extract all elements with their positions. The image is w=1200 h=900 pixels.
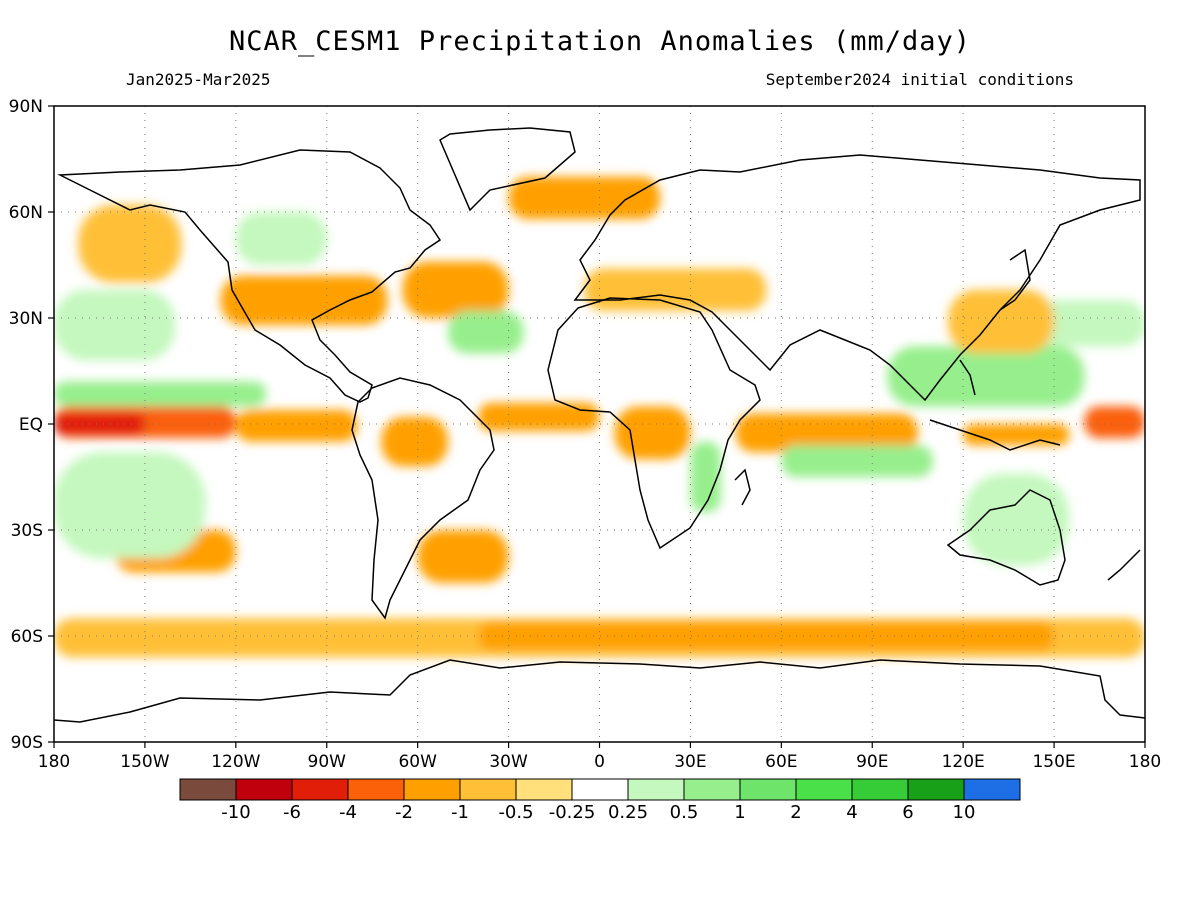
- colorbar-label: 0.5: [670, 802, 699, 823]
- map-title: NCAR_CESM1 Precipitation Anomalies (mm/d…: [229, 26, 971, 57]
- lat-label: 60N: [9, 203, 43, 223]
- lon-label: 120W: [211, 752, 260, 772]
- anomaly-region: [235, 409, 358, 442]
- anomaly-region: [478, 621, 1055, 651]
- anomaly-region: [54, 452, 206, 559]
- anomaly-field: [54, 176, 1145, 658]
- anomaly-region: [584, 268, 767, 311]
- anomaly-region: [402, 261, 509, 318]
- colorbar-label: 4: [846, 802, 857, 823]
- anomaly-region: [381, 416, 448, 467]
- lon-label: 60E: [765, 752, 797, 772]
- lat-label: 90N: [9, 97, 43, 117]
- colorbar-label: -10: [221, 802, 250, 823]
- colorbar-label: -0.5: [498, 802, 533, 823]
- colorbar-swatch: [291, 778, 349, 801]
- colorbar-swatch: [795, 778, 853, 801]
- coastlines: [54, 127, 1145, 723]
- colorbar-swatch: [403, 778, 461, 801]
- anomaly-region: [78, 204, 182, 283]
- anomaly-region: [54, 289, 176, 361]
- colorbar-label: 6: [902, 802, 913, 823]
- anomaly-region: [781, 445, 933, 477]
- colorbar-swatch: [347, 778, 405, 801]
- anomaly-region: [508, 176, 661, 220]
- anomaly-region: [54, 413, 145, 435]
- forecast-period: Jan2025-Mar2025: [126, 70, 271, 89]
- anomaly-region: [220, 275, 388, 326]
- colorbar-swatch: [907, 778, 965, 801]
- lon-label: 30W: [489, 752, 528, 772]
- colorbar-label: -6: [283, 802, 301, 823]
- latitude-labels: 90N 60N 30N EQ 30S 60S 90S: [9, 97, 54, 753]
- anomaly-region: [948, 289, 1055, 354]
- lon-label: 150W: [120, 752, 169, 772]
- lon-label: 90E: [856, 752, 888, 772]
- lon-label: 90W: [308, 752, 347, 772]
- anomaly-region: [478, 402, 600, 432]
- colorbar-label: 2: [790, 802, 801, 823]
- initial-conditions: September2024 initial conditions: [765, 70, 1074, 89]
- colorbar-swatch: [627, 778, 685, 801]
- colorbar-swatch: [963, 778, 1021, 801]
- colorbar: [179, 778, 1021, 801]
- anomaly-region: [887, 346, 1085, 407]
- anomaly-region: [963, 424, 1070, 446]
- anomaly-region: [963, 473, 1070, 566]
- colorbar-label: 1: [734, 802, 745, 823]
- lon-label: 180: [1129, 752, 1161, 772]
- colorbar-label: 10: [953, 802, 976, 823]
- colorbar-labels: -10 -6 -4 -2 -1 -0.5 -0.25 0.25 0.5 1 2 4 6 10: [221, 802, 975, 823]
- colorbar-swatch: [459, 778, 517, 801]
- lat-label: 90S: [11, 733, 43, 753]
- lon-label: 180: [38, 752, 70, 772]
- colorbar-label: 0.25: [608, 802, 648, 823]
- colorbar-label: -4: [339, 802, 357, 823]
- anomaly-region: [417, 530, 509, 583]
- anomaly-region: [235, 212, 327, 265]
- anomaly-region: [614, 406, 691, 460]
- lon-label: 30E: [674, 752, 706, 772]
- lat-label: 60S: [11, 627, 43, 647]
- anomaly-region: [54, 381, 267, 407]
- colorbar-swatch: [571, 778, 629, 801]
- lon-label: 60W: [398, 752, 437, 772]
- anomaly-region: [690, 441, 721, 513]
- lat-label: 30N: [9, 309, 43, 329]
- colorbar-label: -2: [395, 802, 413, 823]
- gridlines: [54, 106, 1145, 742]
- colorbar-swatch: [179, 778, 237, 801]
- lat-label: EQ: [19, 415, 43, 435]
- colorbar-label: -0.25: [549, 802, 596, 823]
- colorbar-swatch: [683, 778, 741, 801]
- lat-label: 30S: [11, 521, 43, 541]
- longitude-labels: 180 150W 120W 90W 60W 30W 0 30E 60E 90E 120E 150E 18…: [38, 742, 1161, 772]
- colorbar-swatch: [739, 778, 797, 801]
- lon-label: 120E: [942, 752, 985, 772]
- colorbar-label: -1: [451, 802, 469, 823]
- anomaly-region: [447, 310, 524, 354]
- colorbar-swatch: [235, 778, 293, 801]
- anomaly-region: [1084, 406, 1145, 439]
- lon-label: 150E: [1032, 752, 1075, 772]
- lon-label: 0: [594, 752, 605, 772]
- colorbar-swatch: [851, 778, 909, 801]
- colorbar-swatch: [515, 778, 573, 801]
